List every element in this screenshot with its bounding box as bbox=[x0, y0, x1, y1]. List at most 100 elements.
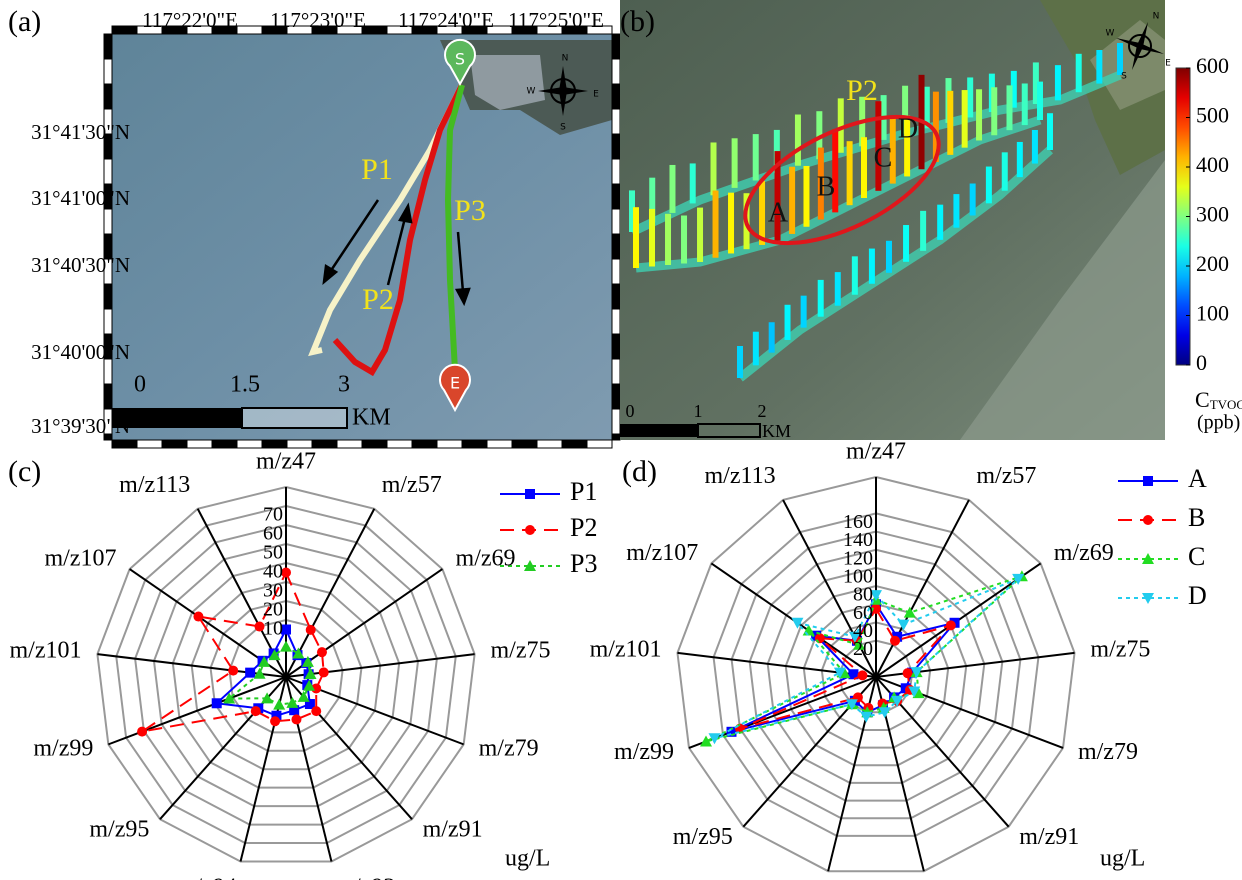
concentration-bar bbox=[669, 165, 675, 213]
category-label: m/z101 bbox=[590, 636, 662, 662]
panel-label: (a) bbox=[8, 5, 41, 38]
radar-charts: P1P2P310203040506070m/z47m/z57m/z69m/z75… bbox=[8, 439, 1207, 880]
lat-label: 31°39'30"N bbox=[31, 414, 130, 438]
concentration-bar bbox=[1096, 50, 1102, 84]
concentration-bar bbox=[1037, 82, 1043, 120]
category-label: m/z91 bbox=[1019, 824, 1079, 850]
marker bbox=[946, 620, 956, 630]
frame-segment bbox=[612, 409, 620, 434]
category-label: m/z94 bbox=[177, 875, 237, 880]
radar-chart: P1P2P310203040506070m/z47m/z57m/z69m/z75… bbox=[8, 449, 597, 880]
marker bbox=[228, 666, 238, 676]
lon-label: 117°23'0"E bbox=[270, 8, 366, 32]
compass-label: E bbox=[1165, 59, 1171, 69]
concentration-bar bbox=[991, 87, 997, 135]
concentration-bar bbox=[953, 194, 959, 228]
legend-label: P1 bbox=[570, 477, 597, 506]
frame-segment bbox=[104, 59, 112, 84]
concentration-bar bbox=[1032, 130, 1038, 164]
marker bbox=[857, 670, 867, 680]
lat-label: 31°41'30"N bbox=[31, 120, 130, 144]
category-label: m/z99 bbox=[614, 739, 674, 765]
concentration-bar bbox=[713, 191, 719, 258]
frame-segment bbox=[104, 34, 112, 59]
panel-label: (c) bbox=[8, 455, 41, 488]
colorbar-tick-label: 600 bbox=[1196, 53, 1229, 78]
legend-label: P3 bbox=[570, 549, 597, 578]
category-label: m/z47 bbox=[846, 439, 906, 465]
category-label: m/z69 bbox=[1054, 540, 1114, 566]
compass-label: S bbox=[560, 123, 566, 133]
marker bbox=[273, 699, 285, 710]
frame-segment bbox=[612, 259, 620, 284]
frame-segment bbox=[537, 440, 562, 448]
frame-segment bbox=[412, 440, 437, 448]
scale-label: 3 bbox=[338, 372, 350, 398]
concentration-bar bbox=[903, 225, 909, 262]
concentration-bar bbox=[690, 163, 696, 203]
marker bbox=[245, 668, 255, 678]
concentration-bar bbox=[886, 241, 892, 273]
point-label: B bbox=[817, 171, 836, 202]
frame-segment bbox=[612, 34, 620, 59]
marker bbox=[291, 714, 301, 724]
marker bbox=[286, 697, 298, 708]
concentration-bar bbox=[1055, 65, 1061, 100]
frame-segment bbox=[337, 440, 362, 448]
frame-segment bbox=[287, 440, 312, 448]
lat-label: 31°40'30"N bbox=[31, 253, 130, 277]
concentration-bar bbox=[986, 167, 992, 204]
category-label: m/z79 bbox=[1078, 739, 1138, 765]
scale-label: 1.5 bbox=[230, 372, 260, 398]
concentration-bar bbox=[732, 138, 738, 188]
panel-label: (d) bbox=[622, 455, 657, 488]
r-tick-label: 30 bbox=[263, 580, 283, 602]
frame-segment bbox=[612, 159, 620, 184]
frame-segment bbox=[612, 84, 620, 109]
concentration-bar bbox=[681, 215, 687, 263]
colorbar-tick-label: 400 bbox=[1196, 152, 1229, 177]
compass-label: W bbox=[1106, 29, 1115, 39]
frame-segment bbox=[112, 26, 137, 34]
concentration-bar bbox=[753, 332, 759, 366]
concentration-bar bbox=[869, 249, 875, 284]
frame-segment bbox=[587, 440, 612, 448]
concentration-bar bbox=[847, 141, 853, 205]
concentration-bar bbox=[1076, 54, 1082, 92]
colorbar-tick-label: 500 bbox=[1196, 103, 1229, 128]
scale-bar bbox=[242, 408, 347, 428]
concentration-bar bbox=[785, 305, 791, 340]
frame-segment bbox=[612, 284, 620, 309]
category-label: m/z101 bbox=[10, 638, 82, 664]
marker bbox=[137, 727, 147, 737]
scale-label: 1 bbox=[694, 401, 703, 421]
concentration-bar bbox=[947, 91, 953, 155]
frame-segment bbox=[104, 84, 112, 109]
r-tick-label: 40 bbox=[263, 561, 283, 583]
unit-label: ug/L bbox=[505, 846, 550, 872]
colorbar-tick-label: 0 bbox=[1196, 350, 1207, 375]
concentration-bar bbox=[753, 134, 759, 180]
concentration-bar bbox=[970, 184, 976, 216]
frame-segment bbox=[612, 359, 620, 384]
concentration-bar bbox=[1022, 83, 1028, 125]
legend-label: A bbox=[1188, 464, 1207, 493]
frame-segment bbox=[612, 184, 620, 209]
marker bbox=[317, 647, 327, 657]
marker bbox=[193, 612, 203, 622]
concentration-bar bbox=[818, 280, 824, 317]
frame-segment bbox=[612, 309, 620, 334]
scale-bar bbox=[620, 424, 698, 437]
frame-segment bbox=[462, 440, 487, 448]
frame-segment bbox=[187, 440, 212, 448]
category-label: m/z79 bbox=[479, 736, 539, 762]
frame-segment bbox=[612, 434, 620, 440]
frame-segment bbox=[487, 440, 512, 448]
frame-segment bbox=[137, 440, 162, 448]
scale-unit: KM bbox=[352, 405, 391, 431]
compass-label: E bbox=[593, 90, 599, 100]
concentration-bar bbox=[852, 256, 858, 294]
concentration-bar bbox=[1006, 85, 1012, 130]
category-label: m/z75 bbox=[490, 638, 550, 664]
concentration-bar bbox=[1002, 152, 1008, 190]
